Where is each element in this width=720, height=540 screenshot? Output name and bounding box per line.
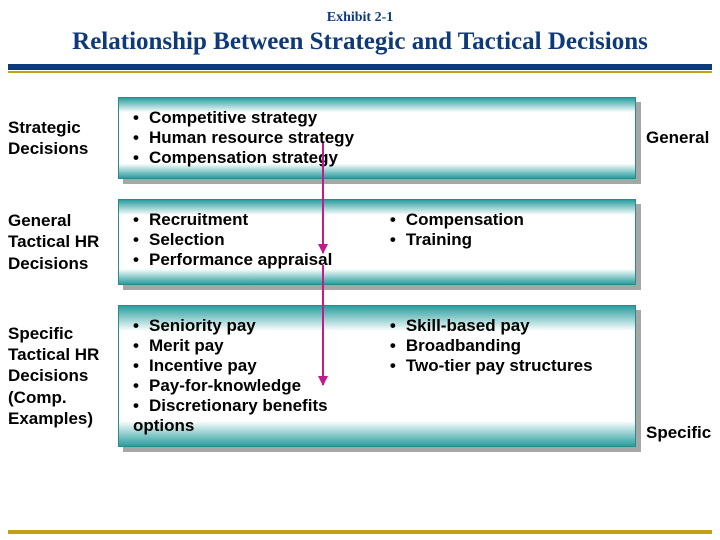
list-item: Training	[390, 230, 621, 250]
page-title: Relationship Between Strategic and Tacti…	[0, 26, 720, 64]
list-specific-tactical-right: Skill-based pay Broadbanding Two-tier pa…	[390, 316, 621, 436]
row-strategic: Strategic Decisions Competitive strategy…	[8, 97, 712, 179]
list-item: Compensation	[390, 210, 621, 230]
scale-label-general: General	[636, 128, 712, 148]
list-strategic: Competitive strategy Human resource stra…	[133, 108, 621, 168]
list-item: Merit pay	[133, 336, 390, 356]
list-item: Recruitment	[133, 210, 390, 230]
diagram-content: Strategic Decisions Competitive strategy…	[0, 73, 720, 447]
list-item: Performance appraisal	[133, 250, 390, 270]
list-general-tactical-left: Recruitment Selection Performance apprai…	[133, 210, 390, 270]
list-item: Human resource strategy	[133, 128, 621, 148]
list-item: Competitive strategy	[133, 108, 621, 128]
exhibit-label: Exhibit 2-1	[0, 0, 720, 26]
list-item: Compensation strategy	[133, 148, 621, 168]
list-item: Pay-for-knowledge	[133, 376, 390, 396]
box-general-tactical: Recruitment Selection Performance apprai…	[118, 199, 636, 285]
row-specific-tactical: Specific Tactical HR Decisions (Comp. Ex…	[8, 305, 712, 447]
list-item: Incentive pay	[133, 356, 390, 376]
flow-arrow	[322, 265, 324, 385]
row-label-strategic: Strategic Decisions	[8, 117, 118, 160]
box-specific-tactical: Seniority pay Merit pay Incentive pay Pa…	[118, 305, 636, 447]
list-item: Seniority pay	[133, 316, 390, 336]
list-item: Broadbanding	[390, 336, 621, 356]
list-item: Skill-based pay	[390, 316, 621, 336]
flow-arrow	[322, 143, 324, 253]
top-rule-thick	[8, 64, 712, 70]
box-strategic: Competitive strategy Human resource stra…	[118, 97, 636, 179]
bottom-rule	[8, 530, 712, 534]
list-specific-tactical-left: Seniority pay Merit pay Incentive pay Pa…	[133, 316, 390, 436]
list-item: Selection	[133, 230, 390, 250]
list-general-tactical-right: Compensation Training	[390, 210, 621, 270]
row-label-specific-tactical: Specific Tactical HR Decisions (Comp. Ex…	[8, 323, 118, 429]
list-item: Discretionary benefits options	[133, 396, 390, 436]
row-general-tactical: General Tactical HR Decisions Recruitmen…	[8, 199, 712, 285]
scale-label-specific: Specific	[636, 423, 712, 447]
list-item: Two-tier pay structures	[390, 356, 621, 376]
row-label-general-tactical: General Tactical HR Decisions	[8, 210, 118, 274]
